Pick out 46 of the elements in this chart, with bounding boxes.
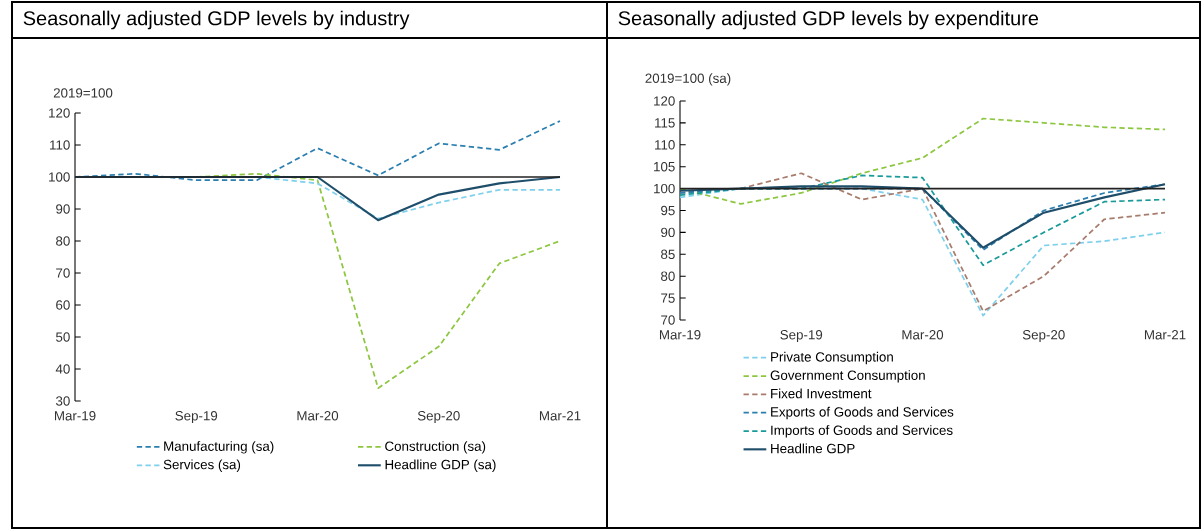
- y-tick-label: 110: [50, 140, 70, 150]
- legend-label: Exports of Goods and Services: [771, 406, 954, 420]
- legend-label: Government Consumption: [770, 370, 925, 383]
- x-tick-label: Sep-20: [1022, 330, 1065, 343]
- legend-label: Services (sa): [163, 459, 241, 472]
- y-tick-label: 50: [56, 332, 70, 342]
- x-tick-label: Mar-19: [54, 411, 96, 421]
- x-tick-label: Sep-19: [175, 411, 218, 424]
- y-tick-label: 75: [661, 293, 675, 303]
- x-tick-label: Sep-19: [780, 330, 823, 343]
- y-tick-label: 90: [56, 204, 70, 214]
- y-tick-label: 70: [661, 315, 675, 325]
- y-tick-label: 30: [55, 396, 70, 406]
- y-tick-label: 90: [661, 227, 675, 238]
- x-tick-label: Mar-20: [297, 411, 339, 421]
- x-tick-label: Sep-20: [417, 411, 460, 424]
- y-axis-title: 2019=100 (sa): [645, 73, 731, 86]
- legend-label: Imports of Goods and Services: [771, 425, 953, 438]
- y-tick-label: 80: [661, 271, 675, 281]
- y-tick-label: 40: [55, 364, 70, 374]
- legend-label: Fixed Investment: [771, 388, 872, 399]
- legend-label: Construction (sa): [385, 441, 486, 454]
- y-tick-label: 110: [655, 140, 675, 150]
- line-series: [679, 117, 1166, 205]
- y-tick-label: 85: [661, 249, 675, 259]
- y-tick-label: 95: [661, 205, 675, 216]
- x-tick-label: Mar-21: [1144, 330, 1186, 340]
- legend-label: Headline GDP (sa): [385, 459, 496, 472]
- y-tick-label: 100: [49, 172, 70, 182]
- y-tick-label: 100: [654, 183, 675, 194]
- chart-title: Seasonally adjusted GDP levels by industry: [23, 10, 410, 30]
- x-tick-label: Mar-20: [902, 330, 944, 340]
- x-tick-label: Mar-19: [659, 330, 701, 340]
- y-axis-title: 2019=100: [53, 88, 113, 98]
- legend-label: Private Consumption: [771, 351, 893, 365]
- chart-title: Seasonally adjusted GDP levels by expenditure: [618, 10, 1039, 30]
- legend-label: Headline GDP: [771, 443, 855, 454]
- y-tick-label: 80: [56, 236, 70, 246]
- x-tick-label: Mar-21: [539, 411, 581, 421]
- y-tick-label: 60: [56, 300, 70, 310]
- y-tick-label: 115: [655, 118, 675, 128]
- y-tick-label: 70: [56, 268, 70, 278]
- y-tick-label: 120: [654, 96, 675, 106]
- y-tick-label: 120: [49, 108, 70, 118]
- y-tick-label: 105: [654, 161, 675, 172]
- legend-label: Manufacturing (sa): [164, 441, 274, 454]
